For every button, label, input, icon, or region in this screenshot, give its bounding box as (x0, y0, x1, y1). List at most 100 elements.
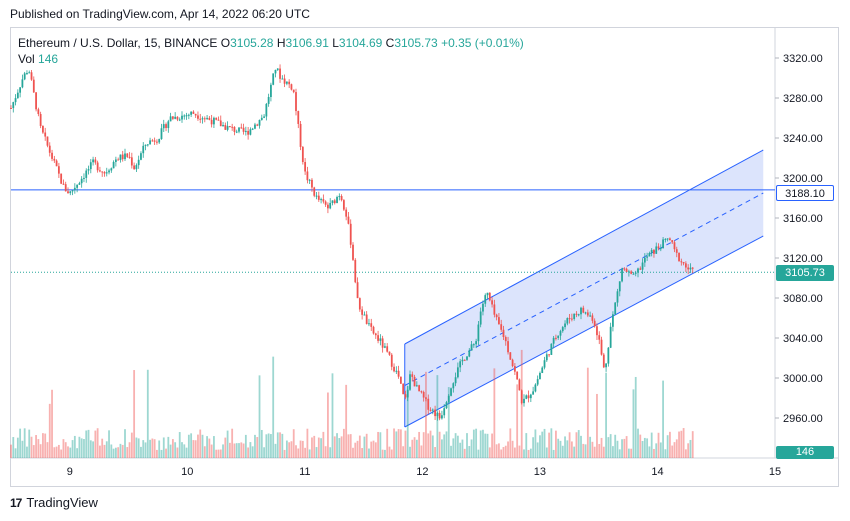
footer-brand[interactable]: 17 TradingView (10, 495, 98, 510)
symbol-label[interactable]: Ethereum / U.S. Dollar, 15, BINANCE (18, 36, 218, 50)
volume-bar (646, 438, 649, 458)
candle-body (228, 126, 231, 128)
last-price-tag: 3105.73 (776, 265, 834, 281)
volume-bar (35, 435, 37, 458)
volume-bar (342, 428, 345, 458)
volume-bar (203, 446, 206, 458)
volume-bar (57, 444, 60, 458)
candle-body (614, 302, 617, 315)
candle-body (525, 395, 528, 399)
volume-bar (67, 446, 69, 458)
volume-bar (598, 443, 601, 458)
candle-body (311, 179, 313, 188)
candle-body (570, 318, 573, 320)
candle-body (659, 248, 662, 250)
candle-body (203, 118, 206, 120)
volume-bar (358, 435, 361, 458)
candle-body (256, 124, 259, 126)
volume-bar (584, 444, 587, 458)
candle-body (477, 324, 480, 342)
volume-bar (110, 444, 113, 458)
volume-bar (37, 439, 40, 458)
candle-body (48, 145, 51, 153)
candle-body (306, 171, 309, 181)
volume-bar (146, 369, 149, 458)
volume-bar (518, 445, 521, 458)
volume-bar (92, 441, 94, 458)
channel-mid-line (404, 192, 764, 386)
volume-bar (171, 439, 174, 458)
candle-body (493, 304, 496, 315)
volume-value: 146 (38, 52, 59, 66)
candle-body (19, 87, 22, 93)
volume-bar (671, 445, 674, 458)
candle-body (308, 179, 311, 181)
candle-body (397, 370, 400, 377)
candle-body (71, 190, 74, 192)
volume-bar (525, 433, 528, 458)
volume-bar (28, 429, 31, 458)
volume-bar (682, 428, 685, 458)
volume-bar (418, 431, 421, 458)
candle-body (254, 124, 256, 129)
volume-bar (327, 392, 329, 458)
candle-body (208, 117, 211, 120)
x-tick-label: 12 (416, 466, 428, 478)
candle-body (160, 128, 163, 140)
candle-body (231, 126, 234, 128)
candle-body (358, 298, 361, 310)
volume-bar (691, 431, 694, 458)
volume-bar (190, 433, 193, 458)
close-value: 3105.73 (394, 36, 438, 50)
volume-bar (78, 436, 81, 458)
volume-bar (466, 433, 468, 458)
volume-bar (290, 441, 293, 458)
volume-bar (42, 433, 44, 458)
volume-bar (511, 440, 514, 458)
volume-bar (368, 448, 370, 458)
candle-body (352, 244, 354, 260)
open-label: O (220, 36, 231, 50)
candle-body (315, 195, 318, 197)
candle-body (516, 371, 519, 380)
volume-bar (450, 445, 452, 458)
candle-body (361, 309, 364, 315)
candle-body (393, 366, 395, 372)
volume-bar (632, 389, 635, 458)
volume-bar (206, 436, 208, 458)
candle-body (327, 204, 329, 209)
volume-label: Vol (18, 52, 35, 66)
volume-bar (101, 438, 104, 458)
volume-bar (666, 435, 669, 458)
candle-body (482, 303, 484, 312)
candle-body (607, 347, 610, 364)
candle-body (14, 98, 17, 103)
volume-bar (306, 428, 309, 458)
candle-body (292, 89, 295, 93)
hline-price-tag: 3188.10 (776, 185, 834, 201)
tradingview-logo-icon: 17 (10, 495, 22, 510)
volume-bar (178, 432, 181, 458)
candle-body (62, 183, 65, 185)
high-label: H (276, 36, 286, 50)
candle-body (602, 354, 605, 368)
candle-body (199, 118, 202, 120)
legend-ohlc-row: Ethereum / U.S. Dollar, 15, BINANCE O 310… (18, 35, 524, 51)
volume-bar (23, 428, 26, 458)
volume-bar (279, 432, 281, 458)
candle-body (580, 307, 582, 315)
candle-body (80, 178, 83, 184)
volume-bar (566, 440, 569, 458)
candle-body (89, 162, 92, 170)
volume-bar (215, 449, 218, 458)
candle-body (368, 323, 370, 325)
candle-body (486, 292, 489, 296)
volume-bar (333, 436, 336, 458)
volume-bar (14, 448, 17, 458)
volume-bar (493, 368, 496, 458)
volume-bar (390, 449, 393, 458)
candle-body (94, 159, 97, 163)
chart-legend: Ethereum / U.S. Dollar, 15, BINANCE O 310… (18, 35, 524, 67)
candle-body (598, 335, 601, 340)
